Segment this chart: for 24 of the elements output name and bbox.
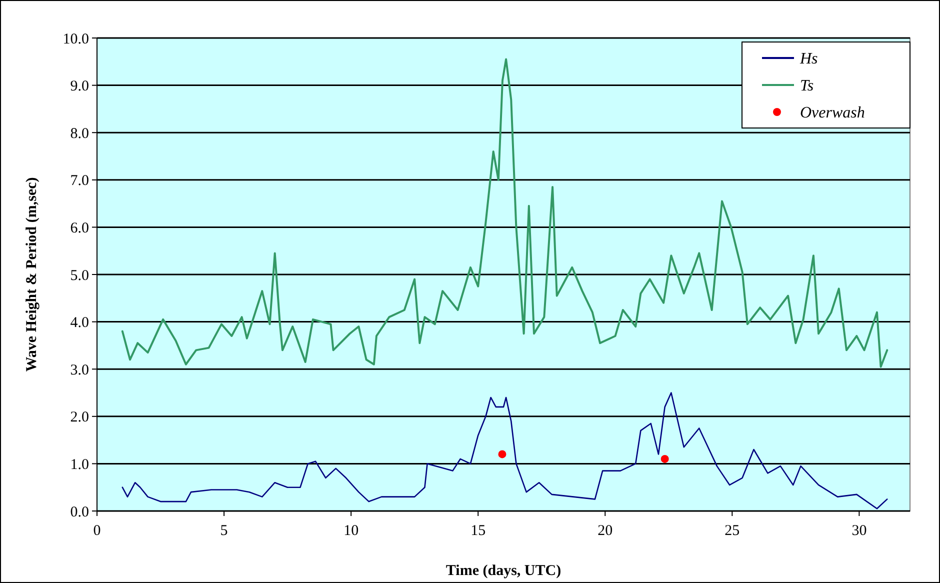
x-tick-label: 5 (220, 523, 228, 539)
x-tick-label: 25 (724, 523, 740, 539)
x-tick-label: 0 (93, 523, 101, 539)
legend-label: Hs (799, 50, 818, 68)
y-tick-label: 0.0 (70, 504, 89, 520)
y-tick-label: 6.0 (70, 220, 89, 236)
y-tick-label: 2.0 (70, 410, 89, 426)
y-tick-label: 8.0 (70, 126, 89, 142)
y-tick-label: 9.0 (70, 78, 89, 95)
x-tick-label: 10 (344, 523, 359, 539)
x-tick-label: 30 (852, 523, 867, 539)
legend-label: Ts (800, 78, 814, 95)
x-tick-label: 15 (470, 523, 486, 539)
y-tick-label: 7.0 (70, 173, 89, 190)
y-tick-label: 10.0 (62, 31, 89, 48)
y-tick-label: 4.0 (70, 315, 89, 332)
x-axis-title: Time (days, UTC) (446, 563, 562, 579)
y-tick-label: 1.0 (70, 456, 89, 473)
line-series (122, 392, 888, 510)
legend-label: Overwash (800, 104, 865, 122)
x-tick-label: 20 (598, 523, 613, 539)
y-axis-title: Wave Height & Period (m,sec) (24, 177, 40, 372)
y-tick-label: 5.0 (70, 268, 89, 284)
y-tick-label: 3.0 (70, 362, 89, 378)
